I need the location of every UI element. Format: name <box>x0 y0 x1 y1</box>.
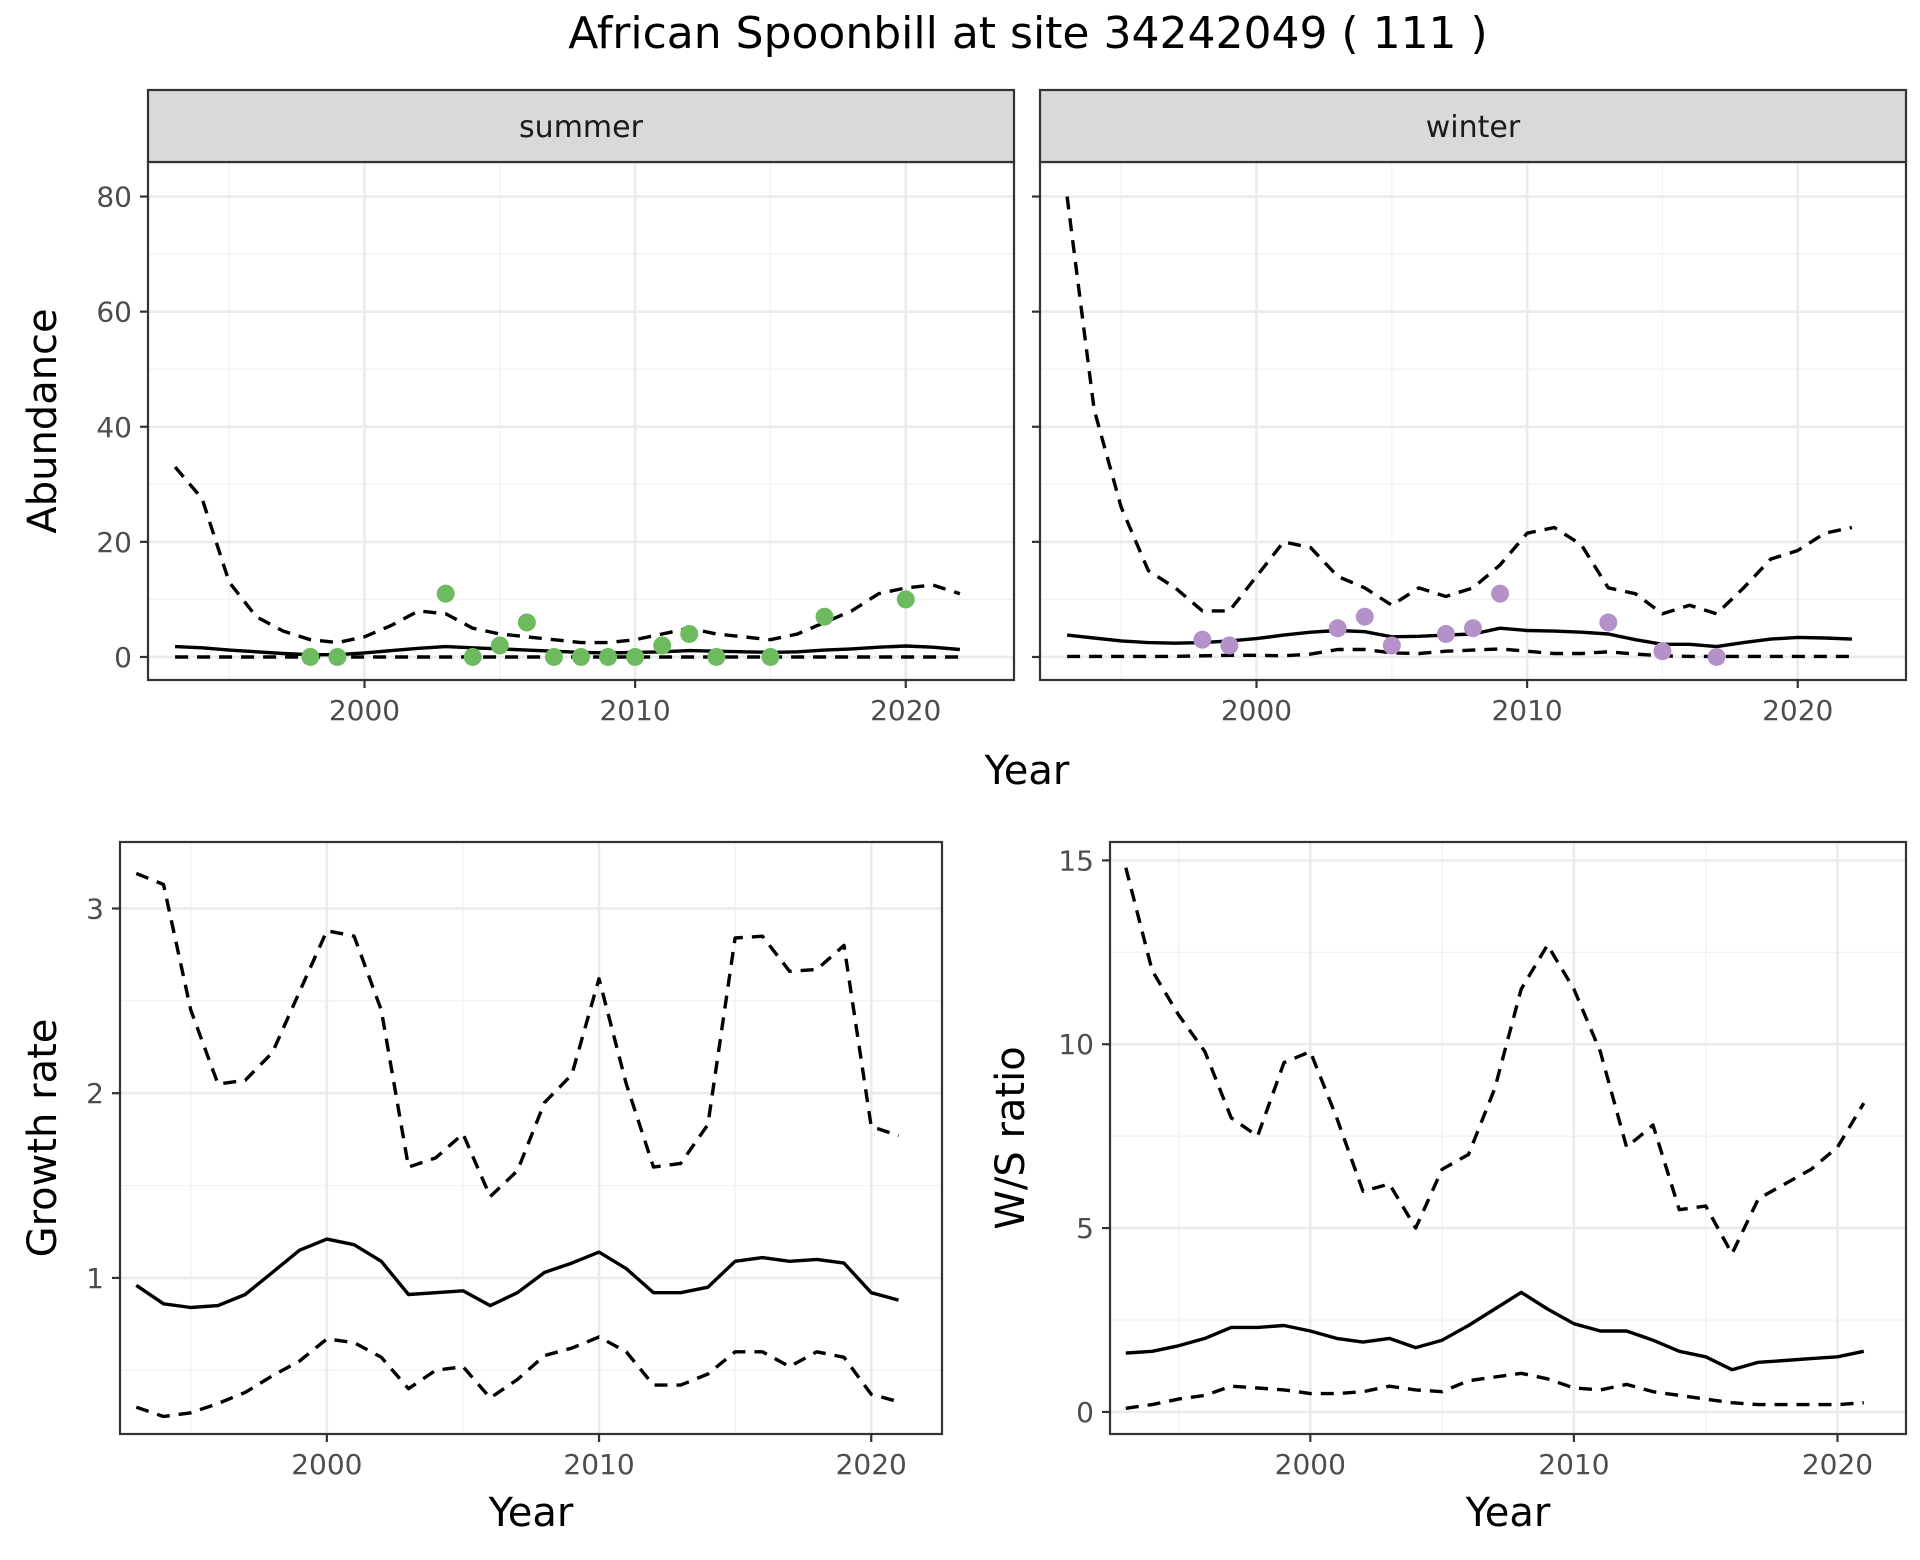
series-line-bound-1 <box>1124 867 1866 1256</box>
series-line-bound-1 <box>173 465 961 645</box>
data-point <box>653 636 672 655</box>
y-tick-label: 2 <box>86 1077 104 1110</box>
data-point <box>301 647 320 666</box>
x-axis-title-abundance: Year <box>984 748 1070 794</box>
x-tick-label: 2000 <box>1275 1448 1346 1481</box>
data-point <box>1707 647 1726 666</box>
x-axis: 2000 2010 2020 <box>1221 680 1833 727</box>
series-line-bound-2 <box>135 1335 899 1419</box>
y-axis: 0 5 10 15 <box>1058 844 1110 1429</box>
panel-border <box>1108 840 1908 1436</box>
x-axis-title: Year <box>488 1490 574 1536</box>
y-axis: 1 2 3 <box>86 892 120 1295</box>
facet-strip <box>1038 88 1908 164</box>
panel-abundance-winter: winter 2000 2010 2020 <box>1032 88 1908 727</box>
panel-growth-rate: 2000 2010 2020 1 2 3 Growth rate Year <box>20 840 944 1536</box>
y-tick-label: 60 <box>96 296 132 329</box>
data-point <box>680 624 699 643</box>
series-group <box>135 871 900 1419</box>
data-point <box>463 647 482 666</box>
grid <box>120 842 942 1434</box>
series-group <box>1124 867 1866 1410</box>
facet-strip-label: summer <box>519 110 644 145</box>
data-point <box>1464 619 1482 638</box>
x-tick-label: 2020 <box>870 694 941 727</box>
x-tick-label: 2010 <box>1491 694 1562 727</box>
x-tick-label: 2000 <box>329 694 400 727</box>
grid <box>1110 842 1906 1434</box>
y-axis-title: Abundance <box>20 308 66 533</box>
plot-background <box>1040 162 1906 680</box>
data-point <box>626 647 645 666</box>
x-axis: 2000 2010 2020 <box>329 680 941 727</box>
x-axis: 2000 2010 2020 <box>291 1434 907 1481</box>
data-point <box>1220 636 1239 655</box>
y-axis-title: W/S ratio <box>988 1046 1034 1229</box>
y-tick-label: 0 <box>1076 1396 1094 1429</box>
y-tick-label: 40 <box>96 411 132 444</box>
data-point <box>436 584 455 603</box>
data-point <box>517 613 536 632</box>
data-point <box>328 647 347 666</box>
series-line-median <box>135 1237 899 1310</box>
data-point <box>544 647 563 666</box>
x-tick-label: 2020 <box>1762 694 1833 727</box>
data-point <box>815 607 834 626</box>
y-tick-label: 1 <box>86 1262 104 1295</box>
series-line-bound-1 <box>135 871 900 1199</box>
y-axis: 0 20 40 60 80 <box>96 181 148 674</box>
x-tick-label: 2010 <box>1538 1448 1609 1481</box>
x-tick-label: 2020 <box>836 1448 907 1481</box>
data-point <box>1599 613 1618 632</box>
data-point <box>1491 584 1510 603</box>
y-tick-label: 0 <box>114 641 132 674</box>
data-point <box>490 636 509 655</box>
y-axis-title: Growth rate <box>20 1019 66 1258</box>
y-axis <box>1032 195 1040 659</box>
panel-border <box>118 840 944 1436</box>
y-tick-label: 10 <box>1058 1028 1094 1061</box>
x-tick-label: 2000 <box>1221 694 1292 727</box>
x-axis: 2000 2010 2020 <box>1275 1434 1873 1481</box>
panel-abundance-summer: summer 2000 2010 2020 0 20 40 60 80 Abundance <box>20 88 1016 727</box>
plot-background <box>148 162 1014 680</box>
x-axis-title: Year <box>1465 1490 1551 1536</box>
plot-background <box>1110 842 1906 1434</box>
x-tick-label: 2000 <box>291 1448 362 1481</box>
data-point <box>1653 642 1672 661</box>
y-tick-label: 5 <box>1076 1212 1094 1245</box>
series-line-bound-1 <box>1065 196 1853 616</box>
data-point <box>1355 607 1374 626</box>
data-point <box>1436 624 1455 643</box>
data-point <box>1328 619 1347 638</box>
grid <box>1040 162 1906 680</box>
chart-title: African Spoonbill at site 34242049 ( 111… <box>568 8 1487 59</box>
y-tick-label: 15 <box>1058 844 1094 877</box>
facet-strip <box>146 88 1016 164</box>
panel-ws-ratio: 2000 2010 2020 0 5 10 15 W/S ratio Year <box>988 840 1908 1536</box>
series-line-bound-2 <box>1125 1371 1864 1410</box>
data-point <box>1193 630 1212 649</box>
points <box>1193 584 1726 666</box>
data-point <box>707 647 726 666</box>
data-point <box>1382 636 1401 655</box>
points <box>301 584 915 666</box>
x-tick-label: 2010 <box>599 694 670 727</box>
x-tick-label: 2010 <box>563 1448 634 1481</box>
facet-strip-label: winter <box>1426 110 1521 145</box>
data-point <box>896 590 915 609</box>
x-tick-label: 2020 <box>1802 1448 1873 1481</box>
y-tick-label: 80 <box>96 181 132 214</box>
y-tick-label: 20 <box>96 526 132 559</box>
series-line-median <box>1125 1290 1865 1372</box>
data-point <box>761 647 780 666</box>
data-point <box>572 647 590 666</box>
y-tick-label: 3 <box>86 892 104 925</box>
data-point <box>599 647 618 666</box>
